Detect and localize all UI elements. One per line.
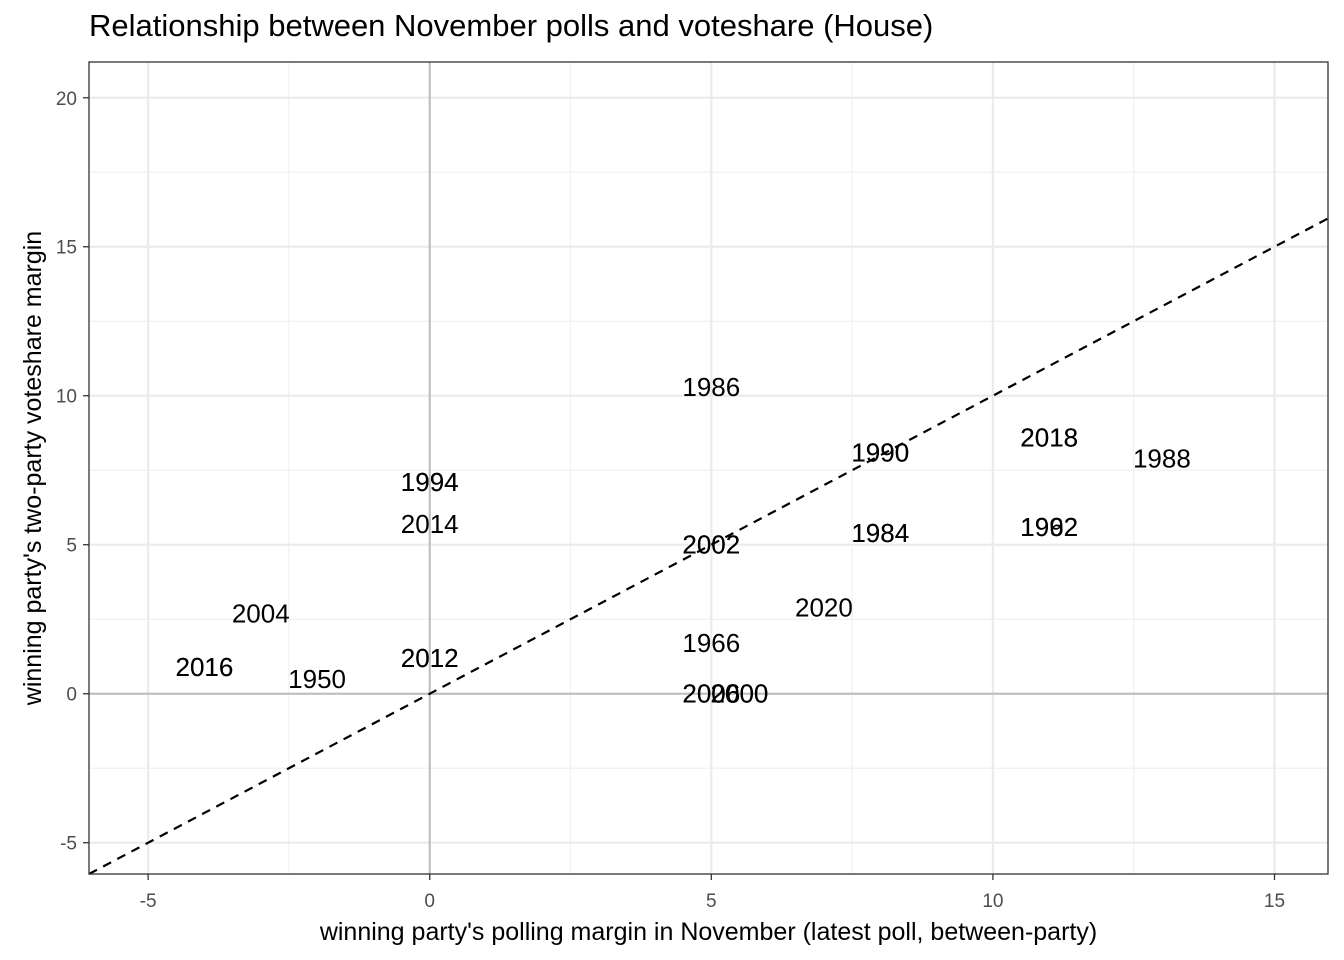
chart-title: Relationship between November polls and … <box>89 8 934 43</box>
point-label-1994: 1994 <box>401 467 459 497</box>
point-label-2018: 2018 <box>1020 422 1078 452</box>
point-label-2002: 2002 <box>682 530 740 560</box>
panel-border <box>88 61 1329 875</box>
reference-lines <box>88 62 1329 875</box>
point-label-1984: 1984 <box>851 518 909 548</box>
point-label-1984: 1984 <box>851 518 909 548</box>
point-label-1988: 1988 <box>1133 443 1191 473</box>
y-tick-label: -5 <box>60 834 77 855</box>
point-label-2020: 2020 <box>795 592 853 622</box>
point-label-2006: 2006 <box>682 679 740 709</box>
y-axis-title: winning party's two-party voteshare marg… <box>19 231 47 706</box>
point-label-2000: 2000 <box>711 679 769 709</box>
point-label-1950: 1950 <box>288 664 346 694</box>
x-tick-label: 0 <box>424 891 435 912</box>
x-tick-label: 10 <box>982 891 1003 912</box>
y-tick-label: 5 <box>66 536 77 557</box>
x-tick-label: -5 <box>140 891 157 912</box>
point-label-2000: 2000 <box>711 679 769 709</box>
point-label-2012: 2012 <box>401 643 459 673</box>
axis-ticks: -5 0 5 10 15 -5 0 5 10 15 20 <box>56 89 1285 912</box>
y-tick-label: 20 <box>56 89 77 110</box>
point-label-1986: 1986 <box>682 372 740 402</box>
point-label-2012: 2012 <box>401 643 459 673</box>
y-tick-label: 0 <box>66 685 77 706</box>
point-label-1990: 1990 <box>851 437 909 467</box>
minor-gridlines <box>89 62 1328 874</box>
point-label-2018: 2018 <box>1020 422 1078 452</box>
point-label-2002: 2002 <box>682 530 740 560</box>
point-label-1994: 1994 <box>401 467 459 497</box>
point-label-1962: 1962 <box>1020 512 1078 542</box>
point-label-2016: 2016 <box>176 652 234 682</box>
point-label-2014: 2014 <box>401 509 459 539</box>
x-tick-label: 5 <box>706 891 717 912</box>
x-axis-title: winning party's polling margin in Novemb… <box>319 918 1097 946</box>
y-tick-label: 15 <box>56 238 77 259</box>
identity-dashed-line <box>88 217 1329 875</box>
point-label-2016: 2016 <box>176 652 234 682</box>
point-label-1966: 1966 <box>682 628 740 658</box>
point-label-1992: 1992 <box>1020 512 1078 542</box>
point-label-1990: 1990 <box>851 437 909 467</box>
y-tick-label: 10 <box>56 387 77 408</box>
x-tick-label: 15 <box>1264 891 1285 912</box>
point-label-2004: 2004 <box>232 598 290 628</box>
point-label-2006: 2006 <box>682 679 740 709</box>
